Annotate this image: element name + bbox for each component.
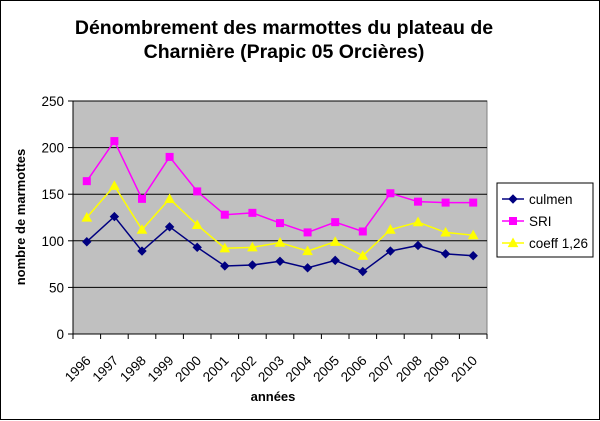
- x-tick-label: 1998: [117, 353, 149, 385]
- data-point: [414, 197, 422, 206]
- x-tick-label: 2005: [310, 353, 342, 385]
- data-point: [192, 242, 202, 253]
- data-point: [467, 229, 479, 240]
- data-point: [164, 222, 175, 232]
- x-tick-label: 2006: [338, 353, 370, 385]
- data-point: [303, 228, 312, 237]
- x-tick-label: 2004: [283, 353, 315, 385]
- series-2: [81, 180, 479, 260]
- data-point: [136, 224, 148, 234]
- data-point: [440, 226, 451, 237]
- series-1: [82, 137, 478, 237]
- data-point: [110, 137, 119, 146]
- x-tick-label: 1999: [145, 353, 177, 385]
- data-point: [302, 245, 313, 256]
- x-tick-label: 2000: [172, 353, 204, 385]
- legend-marker-0: [508, 194, 518, 204]
- data-point: [330, 255, 340, 266]
- data-point: [109, 180, 120, 190]
- x-tick-label: 2008: [393, 353, 425, 385]
- data-point: [82, 177, 91, 186]
- data-point: [276, 219, 284, 228]
- x-tick-label: 1997: [89, 353, 121, 385]
- y-tick-label: 200: [41, 141, 64, 156]
- y-tick-label: 250: [41, 94, 64, 109]
- legend-items: culmen SRI coeff 1,26: [502, 192, 588, 251]
- x-tick-label: 2003: [255, 353, 287, 385]
- data-point: [358, 266, 368, 277]
- data-point: [247, 260, 258, 270]
- legend-label-2: coeff 1,26: [529, 236, 588, 251]
- y-tick-label: 50: [49, 280, 64, 295]
- x-tick-label: 2010: [448, 353, 480, 385]
- data-point: [248, 208, 257, 217]
- data-point: [469, 198, 478, 207]
- y-tick-label: 100: [41, 234, 64, 249]
- data-point: [165, 152, 174, 161]
- x-axis-label: années: [251, 389, 296, 404]
- data-point: [247, 241, 258, 252]
- data-point: [468, 251, 478, 261]
- data-point: [413, 240, 423, 251]
- series-0: [82, 211, 478, 277]
- chart-title-line-2: Charnière (Prapic 05 Orcières): [144, 41, 425, 63]
- legend-marker-2: [507, 237, 519, 248]
- x-tick-label: 1996: [62, 353, 94, 385]
- x-tick-label: 2001: [200, 353, 232, 385]
- x-tick-label: 2002: [227, 353, 259, 385]
- data-point: [275, 256, 285, 267]
- data-point: [302, 263, 313, 273]
- data-point: [193, 187, 202, 196]
- data-point: [274, 237, 286, 247]
- data-point: [220, 261, 230, 271]
- y-axis-label: nombre de marmottes: [13, 149, 28, 286]
- data-point: [109, 211, 120, 222]
- data-point: [191, 219, 203, 230]
- legend-marker-1: [509, 217, 517, 225]
- chart-title-line-1: Dénombrement des marmottes du plateau de: [75, 17, 493, 39]
- data-point: [385, 246, 396, 256]
- y-tick-label: 0: [56, 327, 64, 342]
- data-point: [137, 246, 147, 256]
- data-point: [412, 216, 424, 227]
- series-layer: [81, 137, 479, 277]
- data-point: [81, 211, 93, 222]
- data-point: [329, 236, 341, 246]
- data-point: [138, 194, 146, 203]
- data-point: [440, 249, 451, 259]
- data-point: [164, 193, 175, 203]
- x-tick-label: 2009: [421, 353, 453, 385]
- y-tick-label: 150: [41, 187, 64, 202]
- data-point: [358, 227, 367, 236]
- data-point: [220, 210, 229, 219]
- legend-label-0: culmen: [529, 192, 573, 207]
- legend-label-1: SRI: [529, 214, 552, 229]
- data-point: [219, 242, 231, 253]
- data-point: [357, 250, 369, 260]
- data-point: [331, 218, 340, 227]
- data-point: [385, 224, 396, 234]
- x-tick-label: 2007: [365, 353, 397, 385]
- data-point: [386, 189, 395, 198]
- data-point: [82, 237, 92, 247]
- legend: culmen SRI coeff 1,26: [496, 182, 594, 258]
- data-point: [441, 198, 450, 207]
